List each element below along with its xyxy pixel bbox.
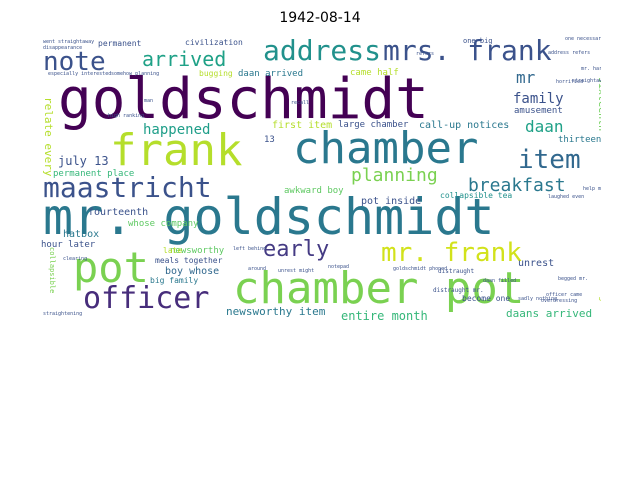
cloud-word: chamber pot bbox=[233, 263, 525, 314]
cloud-word: one big bbox=[463, 37, 493, 45]
cloud-word: especially interested bbox=[48, 71, 112, 77]
cloud-word: collapsible bbox=[48, 247, 56, 294]
cloud-word: came half bbox=[350, 68, 399, 78]
cloud-word: straightening bbox=[43, 311, 83, 317]
cloud-word: overdressing bbox=[541, 298, 578, 304]
cloud-word: mr. frank bbox=[381, 238, 522, 268]
cloud-word: mr bbox=[516, 68, 536, 87]
cloud-word: hour later bbox=[41, 240, 96, 250]
cloud-word: newsworthy item bbox=[226, 305, 326, 318]
cloud-word: sadly nothing bbox=[518, 296, 558, 302]
cloud-word: awkward boy bbox=[284, 186, 344, 196]
cloud-word: breakfast bbox=[468, 175, 566, 196]
cloud-word: high ranking bbox=[108, 113, 145, 119]
cloud-word: hatbox bbox=[63, 229, 100, 240]
cloud-word: thirteenth bbox=[558, 135, 601, 145]
cloud-word: address refers bbox=[548, 50, 591, 56]
cloud-word: newsworthy bbox=[170, 246, 225, 256]
cloud-word: daan arrived bbox=[238, 69, 304, 79]
cloud-word: planning bbox=[351, 165, 438, 186]
cloud-word: somehow planning bbox=[111, 71, 160, 77]
cloud-word: laughed even bbox=[548, 194, 585, 200]
cloud-word: item bbox=[518, 145, 581, 175]
cloud-word: chamber bbox=[293, 123, 479, 174]
cloud-word: entire month bbox=[341, 309, 428, 323]
cloud-word: help mr. bbox=[583, 186, 601, 192]
cloud-word: daans arrived bbox=[506, 307, 593, 320]
cloud-word: clearing bbox=[63, 256, 88, 262]
cloud-word: 13 bbox=[264, 135, 275, 145]
cloud-word: relate every bbox=[42, 97, 55, 177]
cloud-word: unrest bbox=[518, 258, 555, 269]
plot-title: 1942-08-14 bbox=[279, 10, 361, 26]
cloud-word: permanent place bbox=[53, 169, 135, 179]
cloud-word: distraught mr. bbox=[433, 287, 484, 294]
cloud-word: note bbox=[43, 47, 106, 77]
cloud-word: mr. goldschmidt bbox=[43, 188, 495, 246]
cloud-word: notices right bbox=[598, 242, 601, 313]
cloud-word: family bbox=[513, 91, 564, 107]
cloud-word: around bbox=[248, 266, 267, 272]
cloud-word: straightaway bbox=[572, 78, 601, 84]
cloud-word: meals together bbox=[155, 256, 223, 265]
cloud-word: large chamber bbox=[338, 120, 409, 130]
cloud-word: begged mr. bbox=[558, 276, 589, 282]
cloud-word: one necessary bbox=[565, 37, 601, 42]
cloud-word: early bbox=[263, 237, 330, 262]
cloud-word: daan filled bbox=[483, 278, 517, 284]
cloud-word: boy whose bbox=[165, 266, 220, 277]
cloud-word: civilization bbox=[185, 38, 243, 47]
cloud-word: daan bbox=[525, 117, 564, 136]
cloud-word: man bbox=[144, 98, 154, 104]
cloud-word: horrified bbox=[556, 79, 584, 85]
cloud-word: late bbox=[163, 246, 183, 255]
cloud-word: mr. harden bbox=[581, 66, 601, 72]
cloud-word: notepad bbox=[328, 264, 350, 270]
cloud-word: big family bbox=[150, 276, 199, 285]
cloud-word: goldschmidt phoned bbox=[393, 266, 448, 272]
cloud-word: whose company bbox=[128, 219, 199, 229]
word-cloud: goldschmidt mr. goldschmidt chamber pot cha… bbox=[38, 37, 601, 323]
cloud-word: permanent bbox=[98, 39, 142, 48]
cloud-word: collapsible tea bbox=[440, 191, 513, 200]
cloud-word: went straightaway bbox=[43, 39, 95, 45]
cloud-word: goldschmidt bbox=[58, 67, 429, 132]
cloud-word: frank bbox=[110, 125, 243, 176]
cloud-word: left behind bbox=[233, 246, 267, 252]
cloud-word: pot inside bbox=[361, 196, 422, 207]
cloud-word: pot bbox=[73, 243, 149, 292]
cloud-word: sixteenth bbox=[596, 77, 601, 132]
cloud-word: fourteenth bbox=[88, 207, 149, 218]
cloud-word: maastricht bbox=[43, 171, 212, 204]
cloud-word: happened bbox=[143, 122, 211, 138]
cloud-word: mrs. frank bbox=[383, 37, 552, 67]
cloud-word: officer came bbox=[546, 292, 583, 298]
cloud-word: unrest might bbox=[278, 268, 315, 274]
cloud-word: recall bbox=[291, 100, 310, 106]
cloud-word: amusement bbox=[514, 106, 563, 116]
cloud-word: distraught bbox=[438, 268, 475, 275]
cloud-word: become one bbox=[462, 294, 511, 303]
cloud-word: bugging bbox=[199, 69, 233, 78]
cloud-word: first item bbox=[272, 120, 333, 131]
cloud-word: disappearance bbox=[43, 45, 83, 51]
cloud-word: arrived bbox=[142, 47, 227, 71]
cloud-word: officer bbox=[83, 281, 210, 316]
cloud-word: july 13 bbox=[58, 154, 109, 168]
cloud-word: address bbox=[263, 37, 382, 67]
cloud-word: call-up notices bbox=[419, 120, 510, 131]
cloud-word: refers bbox=[416, 51, 435, 57]
